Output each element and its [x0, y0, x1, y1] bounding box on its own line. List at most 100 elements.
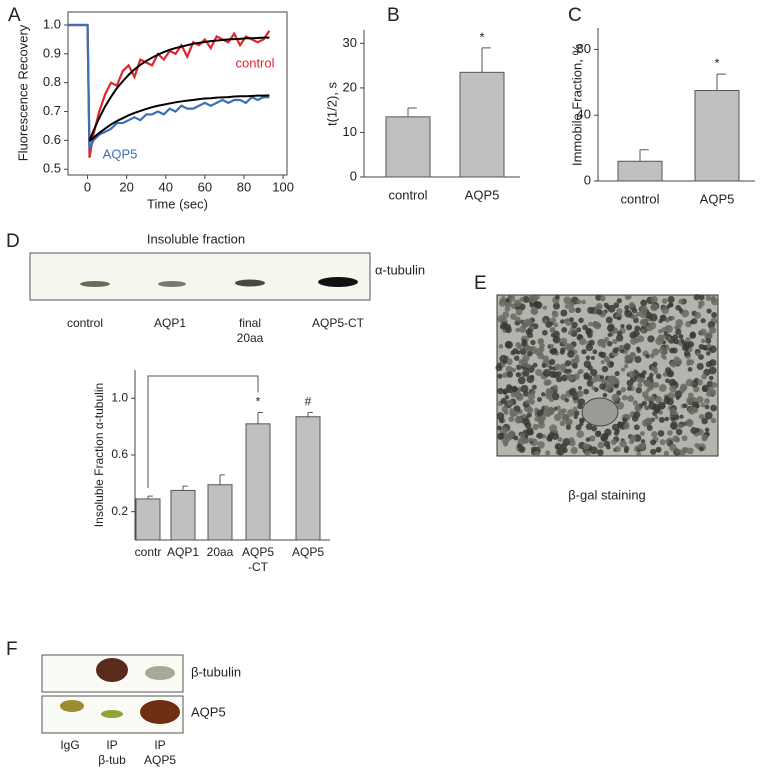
x-tick-label: 100	[272, 179, 294, 194]
cell	[704, 427, 710, 433]
cell	[669, 408, 677, 416]
cell	[709, 389, 717, 396]
line	[68, 23, 271, 158]
cell	[582, 443, 590, 450]
cell	[686, 447, 694, 455]
cell	[513, 299, 522, 308]
cell	[640, 299, 648, 307]
cell	[698, 414, 705, 420]
cell	[551, 432, 559, 440]
cell	[543, 319, 548, 324]
cell	[641, 400, 647, 406]
cell	[708, 375, 714, 381]
cell	[599, 383, 606, 390]
band	[140, 700, 180, 724]
cell	[694, 442, 700, 448]
cell	[616, 330, 623, 336]
x-tick-label: control	[620, 191, 659, 206]
bar	[459, 71, 505, 178]
x-tick-label: control	[388, 187, 427, 202]
cell	[527, 407, 534, 414]
cell	[504, 306, 511, 312]
cell	[526, 427, 534, 435]
cell	[708, 366, 717, 375]
cell	[696, 362, 704, 370]
cell	[634, 355, 642, 364]
bar	[617, 160, 663, 182]
lane-label: final	[239, 316, 261, 330]
cell	[504, 395, 510, 400]
cell	[610, 439, 617, 445]
cell	[497, 315, 506, 323]
cell	[657, 328, 663, 334]
cell	[628, 370, 636, 378]
cell	[623, 364, 629, 369]
cell	[665, 378, 670, 384]
cell	[646, 424, 653, 431]
cell	[620, 386, 627, 393]
cell	[668, 378, 677, 387]
panel-label: B	[387, 5, 400, 26]
cell	[528, 437, 534, 443]
cell	[542, 305, 548, 310]
cell	[519, 437, 526, 443]
cell	[567, 368, 572, 374]
cell	[663, 450, 670, 456]
cell	[651, 431, 658, 438]
cell	[621, 367, 626, 372]
cell	[597, 449, 604, 456]
cell	[585, 355, 591, 361]
y-tick-label: 0	[584, 172, 591, 187]
cell	[664, 367, 672, 374]
cell	[664, 325, 670, 331]
cell	[683, 350, 691, 357]
cell	[538, 421, 545, 429]
cell	[576, 390, 584, 398]
cell	[633, 411, 641, 419]
cell	[581, 299, 586, 305]
cell	[562, 437, 571, 446]
cell	[577, 386, 583, 391]
cell	[523, 390, 529, 397]
cell	[599, 375, 605, 380]
cell	[533, 301, 541, 308]
cell	[519, 325, 527, 333]
cell	[525, 399, 531, 405]
cell	[652, 361, 658, 367]
band	[235, 279, 265, 287]
cell	[649, 395, 656, 402]
cell	[681, 447, 689, 454]
lane-label: IgG	[60, 738, 79, 752]
cell	[669, 302, 674, 307]
y-tick-label: 80	[577, 41, 591, 56]
cell	[648, 321, 657, 330]
cell	[669, 443, 677, 452]
cell	[694, 311, 702, 319]
image-caption: β-gal staining	[568, 487, 646, 502]
cell	[700, 318, 706, 324]
x-tick-label: AQP5	[465, 187, 500, 202]
cell	[568, 388, 576, 396]
cell	[630, 351, 635, 357]
cell	[579, 337, 587, 346]
cell	[560, 367, 565, 373]
cell	[527, 392, 536, 401]
cell	[624, 309, 633, 318]
cell	[524, 344, 532, 352]
band	[101, 710, 123, 718]
y-tick-label: 0.6	[43, 132, 61, 147]
cell	[540, 392, 546, 397]
cell	[645, 417, 653, 425]
annotation: #	[305, 395, 312, 409]
cell	[675, 449, 681, 454]
cell	[670, 416, 676, 422]
cell	[602, 392, 608, 398]
cell	[711, 382, 718, 388]
cell	[640, 439, 646, 444]
cell	[627, 395, 635, 403]
y-axis-label: t(1/2), s	[324, 81, 339, 126]
cell	[652, 411, 658, 417]
cell	[501, 405, 509, 413]
cell	[532, 423, 539, 431]
cell	[586, 375, 593, 381]
